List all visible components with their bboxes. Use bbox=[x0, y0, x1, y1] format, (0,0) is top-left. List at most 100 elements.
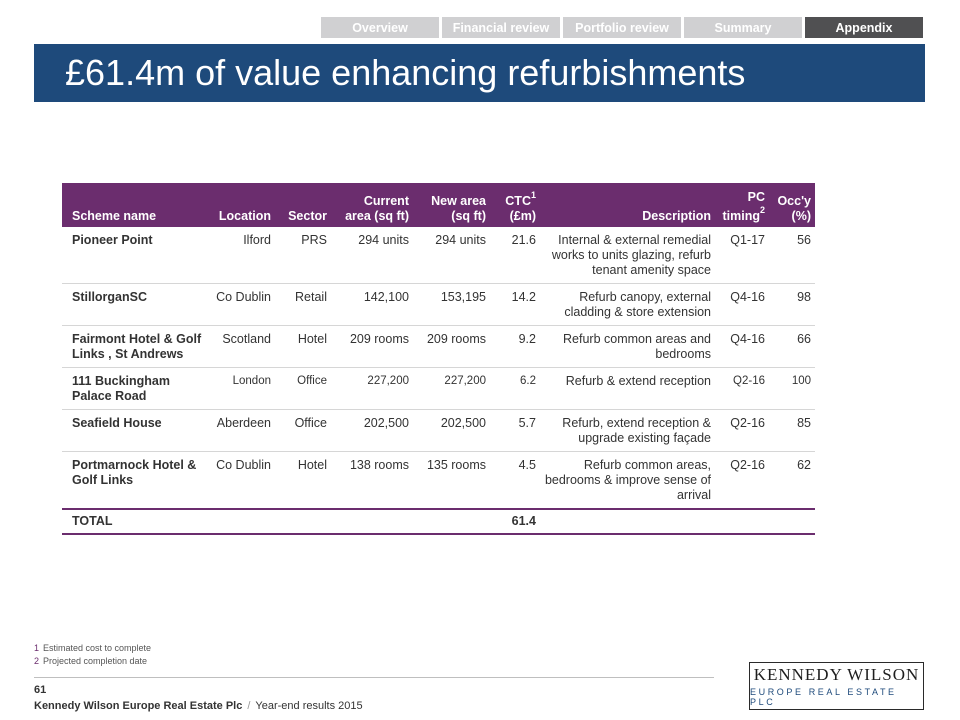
cell-pc-timing: Q2-16 bbox=[715, 367, 769, 410]
empty-cell bbox=[715, 508, 769, 535]
header-current-area: Current area (sq ft) bbox=[331, 183, 413, 227]
cell-occupancy: 66 bbox=[769, 325, 815, 368]
table-header-row: Scheme name Location Sector Current area… bbox=[62, 183, 815, 227]
header-scheme: Scheme name bbox=[72, 209, 157, 223]
cell-location: London bbox=[212, 367, 275, 410]
cell-pc-timing: Q1-17 bbox=[715, 227, 769, 284]
footnote-text: Projected completion date bbox=[43, 656, 148, 666]
cell-current-area: 138 rooms bbox=[331, 451, 413, 510]
cell-scheme: Fairmont Hotel & Golf Links , St Andrews bbox=[62, 325, 212, 368]
cell-sector: Hotel bbox=[275, 451, 331, 510]
cell-occupancy: 98 bbox=[769, 283, 815, 326]
cell-new-area: 294 units bbox=[413, 227, 490, 284]
cell-pc-timing: Q2-16 bbox=[715, 451, 769, 510]
cell-scheme: Pioneer Point bbox=[62, 227, 212, 284]
cell-occupancy: 62 bbox=[769, 451, 815, 510]
total-label: TOTAL bbox=[62, 508, 212, 535]
cell-current-area: 294 units bbox=[331, 227, 413, 284]
refurbishments-table: Scheme name Location Sector Current area… bbox=[62, 183, 815, 535]
tab-summary[interactable]: Summary bbox=[684, 17, 802, 38]
tab-appendix[interactable]: Appendix bbox=[805, 17, 923, 38]
tab-overview[interactable]: Overview bbox=[321, 17, 439, 38]
header-pc-footnote: 2 bbox=[759, 204, 765, 215]
header-pc-line1: PC bbox=[747, 189, 765, 204]
header-pc-timing: PC timing2 bbox=[715, 183, 769, 227]
cell-new-area: 153,195 bbox=[413, 283, 490, 326]
tab-financial-review[interactable]: Financial review bbox=[442, 17, 560, 38]
cell-current-area: 209 rooms bbox=[331, 325, 413, 368]
header-new-area-line1: New area bbox=[431, 194, 486, 208]
kennedy-wilson-logo: KENNEDY WILSON EUROPE REAL ESTATE PLC bbox=[749, 662, 924, 710]
cell-description: Refurb common areas and bedrooms bbox=[540, 325, 715, 368]
cell-occupancy: 85 bbox=[769, 409, 815, 452]
footnote-number: 1 bbox=[34, 643, 40, 653]
cell-ctc: 14.2 bbox=[490, 283, 540, 326]
cell-sector: Hotel bbox=[275, 325, 331, 368]
cell-description: Refurb, extend reception & upgrade exist… bbox=[540, 409, 715, 452]
header-occ-line1: Occ'y bbox=[777, 194, 811, 208]
cell-scheme: Seafield House bbox=[62, 409, 212, 452]
cell-new-area: 202,500 bbox=[413, 409, 490, 452]
header-pc-line2: timing bbox=[722, 209, 760, 223]
cell-new-area: 209 rooms bbox=[413, 325, 490, 368]
table-row: Pioneer Point Ilford PRS 294 units 294 u… bbox=[62, 227, 815, 284]
cell-current-area: 227,200 bbox=[331, 367, 413, 410]
footer-divider bbox=[34, 677, 714, 678]
footnote-text: Estimated cost to complete bbox=[43, 643, 152, 653]
header-occ-line2: (%) bbox=[791, 209, 811, 223]
empty-cell bbox=[413, 508, 490, 535]
page-number: 61 bbox=[34, 684, 47, 696]
footnote: 2 Projected completion date bbox=[34, 656, 151, 666]
cell-current-area: 202,500 bbox=[331, 409, 413, 452]
header-description: Description bbox=[642, 209, 711, 223]
tab-portfolio-review[interactable]: Portfolio review bbox=[563, 17, 681, 38]
empty-cell bbox=[275, 508, 331, 535]
logo-wordmark: KENNEDY WILSON bbox=[753, 664, 920, 684]
header-ctc-footnote: 1 bbox=[530, 189, 536, 200]
table-row: StillorganSC Co Dublin Retail 142,100 15… bbox=[62, 283, 815, 326]
header-current-area-line2: area (sq ft) bbox=[345, 209, 409, 223]
cell-ctc: 5.7 bbox=[490, 409, 540, 452]
table-row: 111 Buckingham Palace Road London Office… bbox=[62, 367, 815, 410]
table-row: Fairmont Hotel & Golf Links , St Andrews… bbox=[62, 325, 815, 368]
cell-new-area: 135 rooms bbox=[413, 451, 490, 510]
table-row: Seafield House Aberdeen Office 202,500 2… bbox=[62, 409, 815, 452]
header-new-area: New area (sq ft) bbox=[413, 183, 490, 227]
cell-ctc: 4.5 bbox=[490, 451, 540, 510]
header-ctc-line2: (£m) bbox=[509, 209, 536, 223]
cell-ctc: 21.6 bbox=[490, 227, 540, 284]
footnote: 1 Estimated cost to complete bbox=[34, 643, 151, 653]
cell-occupancy: 100 bbox=[769, 367, 815, 410]
cell-description: Refurb common areas, bedrooms & improve … bbox=[540, 451, 715, 510]
cell-pc-timing: Q4-16 bbox=[715, 325, 769, 368]
cell-description: Refurb & extend reception bbox=[540, 367, 715, 410]
cell-location: Scotland bbox=[212, 325, 275, 368]
cell-pc-timing: Q2-16 bbox=[715, 409, 769, 452]
cell-scheme: StillorganSC bbox=[62, 283, 212, 326]
cell-location: Aberdeen bbox=[212, 409, 275, 452]
header-occupancy: Occ'y (%) bbox=[769, 183, 815, 227]
cell-ctc: 9.2 bbox=[490, 325, 540, 368]
title-band: £61.4m of value enhancing refurbishments bbox=[34, 44, 925, 102]
footnotes: 1 Estimated cost to complete 2 Projected… bbox=[34, 643, 151, 669]
header-ctc-line1: CTC bbox=[505, 194, 531, 208]
section-nav: Overview Financial review Portfolio revi… bbox=[321, 17, 923, 38]
cell-ctc: 6.2 bbox=[490, 367, 540, 410]
cell-current-area: 142,100 bbox=[331, 283, 413, 326]
footer-company: Kennedy Wilson Europe Real Estate Plc bbox=[34, 700, 243, 712]
cell-sector: Office bbox=[275, 367, 331, 410]
logo-subtitle: EUROPE REAL ESTATE PLC bbox=[750, 686, 897, 707]
cell-new-area: 227,200 bbox=[413, 367, 490, 410]
empty-cell bbox=[769, 508, 815, 535]
cell-location: Co Dublin bbox=[212, 451, 275, 510]
cell-sector: Office bbox=[275, 409, 331, 452]
footnote-number: 2 bbox=[34, 656, 40, 666]
total-ctc: 61.4 bbox=[490, 508, 540, 535]
cell-sector: Retail bbox=[275, 283, 331, 326]
header-current-area-line1: Current bbox=[363, 194, 409, 208]
cell-occupancy: 56 bbox=[769, 227, 815, 284]
footer-text: Kennedy Wilson Europe Real Estate Plc / Ye… bbox=[34, 700, 363, 712]
cell-sector: PRS bbox=[275, 227, 331, 284]
total-row: TOTAL 61.4 bbox=[62, 508, 815, 535]
header-sector: Sector bbox=[288, 209, 327, 223]
